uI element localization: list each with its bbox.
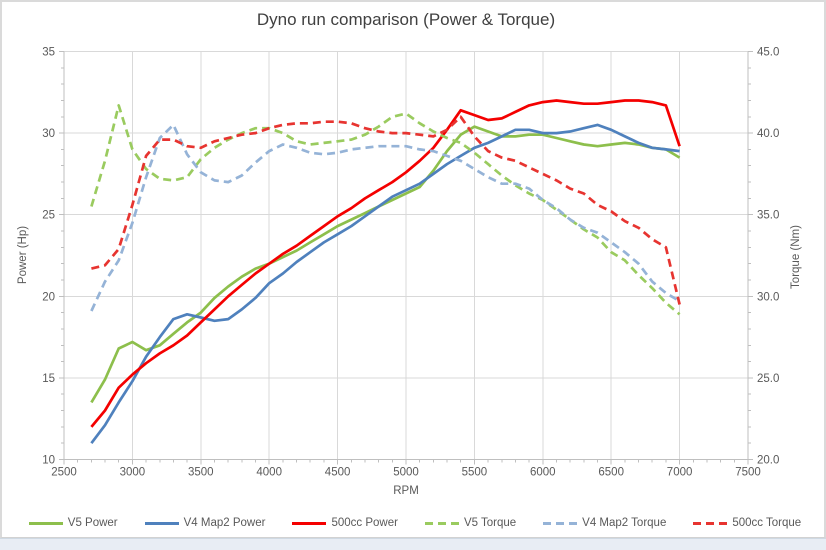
x-tick-label: 2500: [51, 467, 77, 479]
plot-area: 2500 3000 3500 4000 4500 5000 5500 6000 6500 7000…: [42, 47, 779, 479]
series-500cc-power: [90, 99, 681, 428]
y-axis-title-torque: Torque (Nm): [790, 225, 802, 289]
legend-label: V4 Map2 Power: [183, 517, 266, 529]
legend-item-500cc-torque: 500cc Torque: [693, 517, 801, 529]
series-v5-power: [90, 125, 681, 404]
x-tick-label: 5000: [393, 467, 419, 479]
x-tick-label: 4000: [256, 467, 282, 479]
y-left-tick-label: 15: [42, 373, 55, 385]
legend-label: 500cc Power: [331, 517, 398, 529]
legend-item-v5-power: V5 Power: [28, 517, 118, 529]
x-axis-title: RPM: [393, 485, 419, 497]
y-right-tick-label: 25.0: [757, 373, 779, 385]
legend-item-500cc-power: 500cc Power: [292, 517, 398, 529]
x-tick-label: 6000: [530, 467, 556, 479]
legend-dashed-line-sample: [543, 521, 578, 525]
legend-dashed-line-sample: [424, 521, 459, 525]
legend-item-v4-map2-power: V4 Map2 Power: [144, 517, 266, 529]
y-right-tick-label: 30.0: [757, 291, 779, 303]
legend-solid-line-sample: [144, 521, 179, 525]
x-tick-label: 5500: [462, 467, 488, 479]
series-v4-map2-torque: [90, 123, 681, 312]
y-left-tick-label: 20: [42, 291, 55, 303]
x-tick-label: 7500: [735, 467, 761, 479]
legend-label: V5 Power: [67, 517, 118, 529]
y-left-tick-label: 10: [42, 455, 55, 467]
x-tick-label: 3000: [120, 467, 146, 479]
chart-frame: Dyno run comparison (Power & Torque) 250…: [0, 0, 826, 538]
x-tick-label: 6500: [598, 467, 624, 479]
legend: V5 Power V4 Map2 Power 500cc Power V5 Torqu…: [2, 517, 826, 529]
legend-item-v5-torque: V5 Torque: [424, 517, 517, 529]
legend-label: V4 Map2 Torque: [582, 517, 667, 529]
y-axis-title-power: Power (Hp): [17, 225, 29, 285]
legend-dashed-line-sample: [693, 521, 728, 525]
legend-solid-line-sample: [292, 521, 327, 525]
window-background-strip: [0, 538, 826, 550]
legend-item-v4-map2-torque: V4 Map2 Torque: [543, 517, 666, 529]
y-right-tick-label: 45.0: [757, 47, 779, 59]
y-right-tick-label: 35.0: [757, 210, 779, 222]
x-tick-label: 4500: [325, 467, 351, 479]
legend-label: 500cc Torque: [732, 517, 802, 529]
y-left-tick-label: 30: [42, 128, 55, 140]
series-500cc-torque: [91, 115, 681, 305]
chart-title: Dyno run comparison (Power & Torque): [256, 10, 556, 29]
y-right-tick-label: 20.0: [757, 455, 779, 467]
legend-solid-line-sample: [28, 521, 63, 525]
x-tick-label: 7000: [667, 467, 693, 479]
y-left-tick-label: 25: [42, 210, 55, 222]
legend-label: V5 Torque: [463, 517, 517, 529]
x-tick-label: 3500: [188, 467, 214, 479]
series-v5-torque: [90, 104, 681, 316]
series-v4-map2-power: [90, 123, 680, 445]
y-left-tick-label: 35: [42, 47, 55, 59]
y-right-tick-label: 40.0: [757, 128, 779, 140]
